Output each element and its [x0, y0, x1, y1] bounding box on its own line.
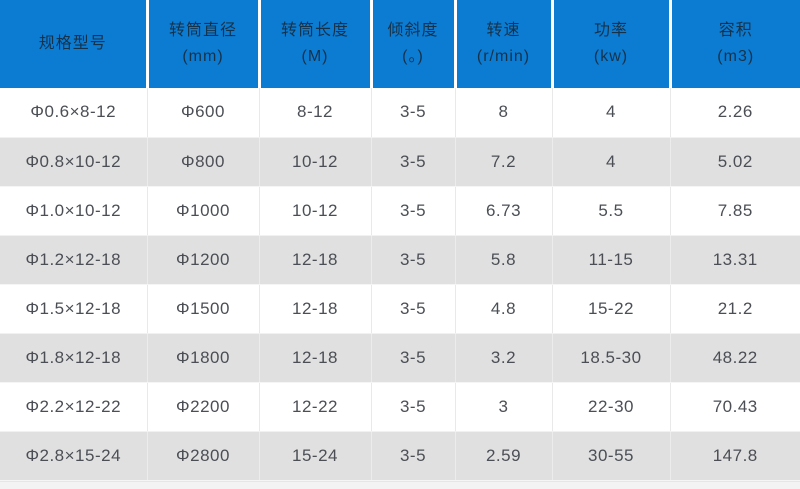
table-cell: 22-30 — [551, 382, 670, 432]
table-cell: Φ2.8×15-24 — [0, 431, 147, 481]
header-unit: (mm) — [182, 48, 224, 65]
table-cell: Φ800 — [146, 137, 259, 187]
header-title: 转速 — [486, 22, 521, 39]
table-cell: 3-5 — [370, 137, 455, 187]
header-unit: (M) — [301, 48, 329, 65]
table-cell: 10-12 — [258, 137, 371, 187]
table-cell: 13.31 — [669, 235, 800, 285]
table-row: Φ0.6×8-12 Φ600 8-12 3-5 8 4 2.26 — [0, 88, 800, 138]
table-cell: 3-5 — [370, 88, 455, 138]
table-cell: Φ1.5×12-18 — [0, 284, 147, 334]
table-cell: 5.02 — [669, 137, 800, 187]
table-cell: 3.2 — [454, 333, 552, 383]
table-cell: 3-5 — [370, 382, 455, 432]
table-cell: 2.26 — [669, 88, 800, 138]
table-cell: Φ1.8×12-18 — [0, 333, 147, 383]
table-cell: Φ2.2×12-22 — [0, 382, 147, 432]
table-cell: 12-18 — [258, 284, 371, 334]
table-row: Φ1.0×10-12 Φ1000 10-12 3-5 6.73 5.5 7.85 — [0, 186, 800, 236]
table-cell: Φ600 — [146, 88, 259, 138]
table-cell: 15-24 — [258, 431, 371, 481]
table-cell: 12-18 — [258, 235, 371, 285]
table-cell: 7.2 — [454, 137, 552, 187]
table-cell: Φ2800 — [146, 431, 259, 481]
table-cell: 11-15 — [551, 235, 670, 285]
table-body: Φ0.6×8-12 Φ600 8-12 3-5 8 4 2.26 Φ0.8×10… — [0, 88, 800, 481]
header-unit: (kw) — [593, 48, 629, 65]
table-row: Φ1.8×12-18 Φ1800 12-18 3-5 3.2 18.5-30 4… — [0, 333, 800, 383]
table-row: Φ2.8×15-24 Φ2800 15-24 3-5 2.59 30-55 14… — [0, 431, 800, 481]
table-cell: 5.5 — [551, 186, 670, 236]
header-title: 规格型号 — [38, 35, 107, 52]
table-cell: 4 — [551, 137, 670, 187]
table-cell: 8-12 — [258, 88, 371, 138]
table-cell: 48.22 — [669, 333, 800, 383]
table-cell: Φ1.2×12-18 — [0, 235, 147, 285]
header-title: 倾斜度 — [387, 22, 439, 39]
header-title: 转筒长度 — [280, 22, 349, 39]
table-header: 规格型号 转筒直径 (mm) 转筒长度 (M) 倾斜度 (。) 转速 (r — [0, 0, 800, 88]
table-cell: 3-5 — [370, 235, 455, 285]
table-cell: 12-22 — [258, 382, 371, 432]
table-cell: 18.5-30 — [551, 333, 670, 383]
table-cell: 70.43 — [669, 382, 800, 432]
column-header-inclination: 倾斜度 (。) — [369, 0, 455, 88]
header-unit: (m3) — [717, 48, 755, 65]
table-cell: 4.8 — [454, 284, 552, 334]
table-cell: 5.8 — [454, 235, 552, 285]
table-cell: 15-22 — [551, 284, 670, 334]
column-header-drum-length: 转筒长度 (M) — [257, 0, 371, 88]
table-cell: Φ1800 — [146, 333, 259, 383]
table-row: Φ1.2×12-18 Φ1200 12-18 3-5 5.8 11-15 13.… — [0, 235, 800, 285]
table-cell: 4 — [551, 88, 670, 138]
table-cell: 147.8 — [669, 431, 800, 481]
header-row: 规格型号 转筒直径 (mm) 转筒长度 (M) 倾斜度 (。) 转速 (r — [0, 0, 800, 88]
header-title: 转筒直径 — [168, 22, 237, 39]
table-cell: Φ2200 — [146, 382, 259, 432]
column-header-volume: 容积 (m3) — [668, 0, 800, 88]
column-header-spec-model: 规格型号 — [0, 0, 147, 88]
header-title: 容积 — [718, 22, 753, 39]
table-cell: Φ0.6×8-12 — [0, 88, 147, 138]
table-bottom-border — [0, 480, 800, 489]
table-cell: Φ0.8×10-12 — [0, 137, 147, 187]
table-cell: 30-55 — [551, 431, 670, 481]
column-header-power: 功率 (kw) — [550, 0, 670, 88]
table-cell: Φ1500 — [146, 284, 259, 334]
table-cell: 3 — [454, 382, 552, 432]
table-cell: 3-5 — [370, 186, 455, 236]
header-unit: (。) — [402, 48, 424, 65]
table-cell: 8 — [454, 88, 552, 138]
table-row: Φ2.2×12-22 Φ2200 12-22 3-5 3 22-30 70.43 — [0, 382, 800, 432]
table-cell: 3-5 — [370, 333, 455, 383]
header-title: 功率 — [593, 22, 628, 39]
table-cell: 21.2 — [669, 284, 800, 334]
table-cell: 3-5 — [370, 431, 455, 481]
table-cell: Φ1000 — [146, 186, 259, 236]
table-cell: 3-5 — [370, 284, 455, 334]
table-cell: 6.73 — [454, 186, 552, 236]
table-cell: Φ1200 — [146, 235, 259, 285]
table-cell: 10-12 — [258, 186, 371, 236]
table-cell: 12-18 — [258, 333, 371, 383]
header-unit: (r/min) — [476, 48, 531, 65]
table-cell: 7.85 — [669, 186, 800, 236]
column-header-rotation-speed: 转速 (r/min) — [453, 0, 552, 88]
table-row: Φ0.8×10-12 Φ800 10-12 3-5 7.2 4 5.02 — [0, 137, 800, 187]
table-cell: Φ1.0×10-12 — [0, 186, 147, 236]
table-cell: 2.59 — [454, 431, 552, 481]
table-row: Φ1.5×12-18 Φ1500 12-18 3-5 4.8 15-22 21.… — [0, 284, 800, 334]
column-header-drum-diameter: 转筒直径 (mm) — [145, 0, 259, 88]
